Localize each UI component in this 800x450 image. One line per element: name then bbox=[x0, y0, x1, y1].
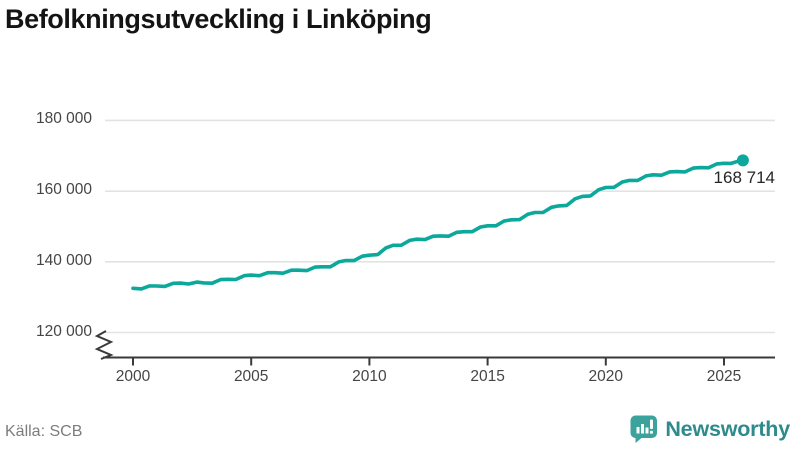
source-attribution: Källa: SCB bbox=[5, 423, 83, 440]
newsworthy-logo[interactable]: Newsworthy bbox=[630, 415, 790, 443]
x-tick-label-2015: 2015 bbox=[470, 368, 505, 385]
newsworthy-speech-bubble-icon bbox=[630, 415, 658, 443]
x-tick-label-2010: 2010 bbox=[352, 368, 387, 385]
latest-value-label: 168 714 bbox=[713, 168, 775, 187]
x-tick-label-2000: 2000 bbox=[115, 368, 151, 385]
chart-title: Befolkningsutveckling i Linköping bbox=[5, 4, 432, 34]
y-tick-label-180000: 180 000 bbox=[35, 110, 92, 128]
y-tick-label-160000: 160 000 bbox=[35, 181, 92, 199]
y-tick-label-140000: 140 000 bbox=[35, 251, 92, 269]
x-tick-label-2025: 2025 bbox=[706, 368, 742, 385]
x-tick-label-2005: 2005 bbox=[233, 368, 269, 385]
y-tick-label-120000: 120 000 bbox=[35, 322, 92, 340]
x-tick-label-2020: 2020 bbox=[588, 368, 624, 385]
y-axis-break-icon bbox=[94, 330, 114, 360]
newsworthy-wordmark: Newsworthy bbox=[665, 416, 790, 441]
latest-value-marker bbox=[736, 154, 749, 167]
population-line-series bbox=[131, 158, 745, 291]
